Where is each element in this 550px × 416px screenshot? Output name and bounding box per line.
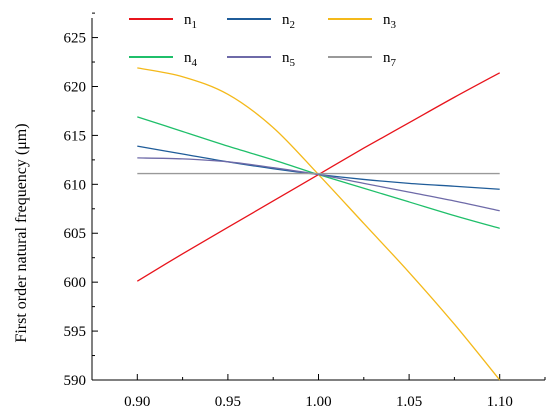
legend-label-n2: n2 <box>282 12 295 31</box>
legend-label-n7: n7 <box>383 50 397 69</box>
y-tick-label: 610 <box>64 177 87 193</box>
legend-label-n4: n4 <box>184 50 198 69</box>
legend-label-base: n <box>282 50 290 66</box>
y-tick-label: 615 <box>64 128 87 144</box>
legend-item-n5: n5 <box>227 50 296 69</box>
legend-item-n1: n1 <box>129 12 197 31</box>
legend-label-subscript: 4 <box>192 57 198 69</box>
legend-label-n3: n3 <box>383 12 397 31</box>
y-tick-label: 605 <box>64 226 87 242</box>
x-tick-label: 1.05 <box>396 394 422 410</box>
legend-item-n3: n3 <box>328 12 397 31</box>
legend-label-base: n <box>184 12 192 28</box>
series-line-n4 <box>137 116 500 229</box>
legend-label-subscript: 5 <box>290 57 296 69</box>
y-tick-label: 600 <box>64 275 87 291</box>
legend-label-n5: n5 <box>282 50 296 69</box>
legend-label-subscript: 3 <box>391 19 397 31</box>
x-tick-label: 1.10 <box>487 394 513 410</box>
x-tick-label: 1.00 <box>305 394 331 410</box>
legend-label-subscript: 7 <box>391 57 397 69</box>
legend-label-subscript: 2 <box>290 19 296 31</box>
x-tick-label: 0.90 <box>124 394 150 410</box>
series-line-n3 <box>137 67 501 381</box>
legend-label-base: n <box>184 50 192 66</box>
y-tick-label: 620 <box>64 79 87 95</box>
legend-label-base: n <box>383 12 391 28</box>
series-line-n5 <box>137 157 500 212</box>
legend-item-n7: n7 <box>328 50 397 69</box>
y-tick-label: 625 <box>64 31 87 47</box>
legend-label-base: n <box>383 50 391 66</box>
legend-label-subscript: 1 <box>192 19 198 31</box>
legend-label-base: n <box>282 12 290 28</box>
axes: 590 595 600 605 610 615 620 625 0.90 0.95 1.00 1.05… <box>64 12 546 410</box>
series-lines <box>136 67 501 381</box>
legend-label-n1: n1 <box>184 12 197 31</box>
series-line-n1 <box>136 72 501 282</box>
y-tick-label: 590 <box>64 373 87 389</box>
y-axis-title: First order natural frequency (μm) <box>13 123 30 342</box>
legend-item-n2: n2 <box>227 12 295 31</box>
x-tick-label: 0.95 <box>215 394 241 410</box>
y-tick-label: 595 <box>64 324 87 340</box>
series-line-n2 <box>137 145 500 190</box>
legend-item-n4: n4 <box>129 50 198 69</box>
